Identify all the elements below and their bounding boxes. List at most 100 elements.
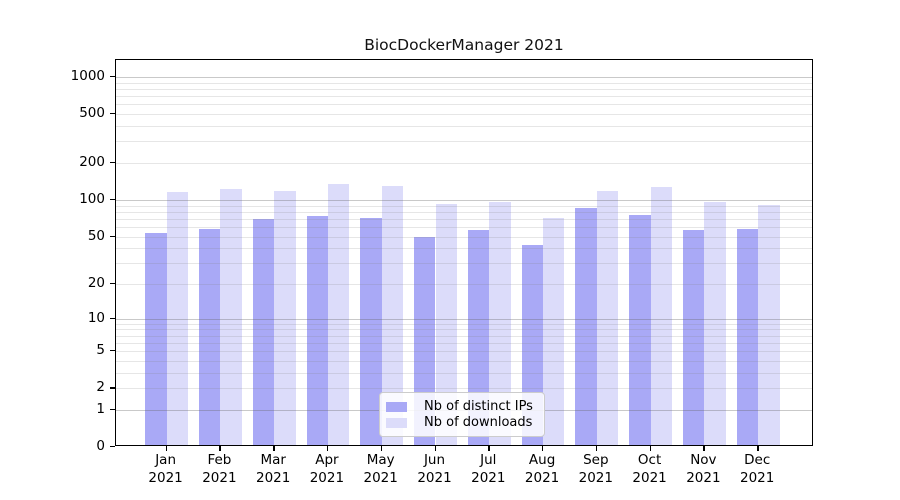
bar-downloads-jun <box>435 203 457 445</box>
gridline-minor <box>116 263 812 265</box>
y-tick-mark <box>110 198 115 201</box>
gridline-minor <box>116 248 812 250</box>
gridline-minor <box>116 205 812 207</box>
bar-downloads-dec <box>758 204 780 445</box>
x-axis-tick-label: Jul 2021 <box>456 452 520 487</box>
x-axis-tick-year: 2021 <box>202 469 237 486</box>
x-tick-mark <box>273 446 275 451</box>
x-axis-tick-year: 2021 <box>578 469 613 486</box>
bar-distinct-ips-oct <box>629 215 651 445</box>
gridline-minor <box>116 141 812 143</box>
gridline-minor <box>116 126 812 127</box>
gridline-minor <box>116 342 812 344</box>
gridline-minor <box>116 351 812 353</box>
legend-swatch-distinct-ips <box>386 401 407 412</box>
bar-downloads-jul <box>489 202 511 445</box>
gridline-major <box>116 77 812 79</box>
x-axis-tick-year: 2021 <box>417 469 452 486</box>
x-tick-mark <box>595 446 598 451</box>
y-axis-tick-label: 10 <box>87 309 105 326</box>
bar-downloads-oct <box>650 186 672 445</box>
gridline-minor <box>116 211 812 213</box>
y-axis-tick-label: 100 <box>79 190 105 207</box>
y-axis-tick-label: 1000 <box>70 68 105 84</box>
y-tick-mark <box>110 283 115 285</box>
gridline-minor <box>116 372 812 374</box>
gridline-minor <box>116 335 812 337</box>
bar-downloads-nov <box>704 202 726 445</box>
x-axis-tick-label: Nov 2021 <box>671 452 735 487</box>
gridline-minor <box>116 89 812 90</box>
x-tick-mark <box>542 446 544 451</box>
y-tick-mark <box>110 113 115 115</box>
x-axis-tick-label: Sep 2021 <box>564 452 628 487</box>
gridline-minor <box>116 114 812 116</box>
x-axis-tick-year: 2021 <box>309 469 345 486</box>
gridline-minor <box>116 284 812 285</box>
x-axis-tick-year: 2021 <box>471 469 506 486</box>
y-axis-tick-label: 5 <box>96 342 105 359</box>
bar-downloads-sep <box>596 190 619 445</box>
y-axis-tick-label: 50 <box>87 227 105 244</box>
y-tick-mark <box>110 446 115 448</box>
x-tick-mark <box>219 446 221 451</box>
bar-distinct-ips-may <box>360 218 382 445</box>
legend: Nb of distinct IPs Nb of downloads <box>379 392 545 437</box>
legend-item-downloads: Nb of downloads <box>386 415 538 430</box>
legend-swatch-downloads <box>386 417 407 428</box>
gridline-major <box>116 318 812 320</box>
bar-distinct-ips-jan <box>145 233 167 445</box>
bar-distinct-ips-apr <box>306 216 328 445</box>
x-tick-mark <box>649 446 651 451</box>
x-tick-mark <box>488 446 490 451</box>
bar-downloads-mar <box>274 190 296 445</box>
x-axis-tick-year: 2021 <box>148 469 183 486</box>
plot-area <box>115 59 813 446</box>
y-axis-tick-label: 500 <box>79 105 105 122</box>
bar-distinct-ips-mar <box>252 219 275 445</box>
y-axis-tick-label: 200 <box>79 154 105 170</box>
gridline-major <box>116 199 812 202</box>
x-axis-tick-year: 2021 <box>363 469 398 486</box>
y-axis-tick-label: 2 <box>96 379 105 396</box>
x-tick-mark <box>380 446 383 451</box>
gridline-minor <box>116 96 812 98</box>
x-axis-tick-label: May 2021 <box>349 452 413 487</box>
x-tick-mark <box>703 446 705 451</box>
gridline-minor <box>116 329 812 331</box>
gridline-minor <box>116 360 812 362</box>
bar-downloads-may <box>381 186 404 445</box>
gridline-minor <box>116 323 812 325</box>
y-tick-mark <box>110 235 115 237</box>
bar-distinct-ips-nov <box>683 230 705 445</box>
x-axis-tick-year: 2021 <box>686 469 721 486</box>
y-axis-tick-label: 0 <box>96 438 105 454</box>
bar-downloads-aug <box>543 218 565 445</box>
x-axis-tick-year: 2021 <box>256 469 291 486</box>
chart-title: BiocDockerManager 2021 <box>364 36 564 54</box>
x-axis-tick-label: Jan 2021 <box>134 452 198 487</box>
gridline-minor <box>116 236 812 238</box>
bar-distinct-ips-sep <box>575 208 597 445</box>
gridline-minor <box>116 163 812 164</box>
y-axis-tick-label: 1 <box>96 400 105 417</box>
y-tick-mark <box>110 387 115 389</box>
gridline-minor <box>116 388 812 390</box>
x-axis-tick-label: Jun 2021 <box>403 452 467 487</box>
x-axis-tick-label: Mar 2021 <box>241 452 305 487</box>
y-axis-tick-label: 20 <box>87 275 105 291</box>
x-axis-tick-label: Dec 2021 <box>725 452 789 487</box>
x-axis-tick-year: 2021 <box>740 469 775 486</box>
legend-label-distinct-ips: Nb of distinct IPs <box>424 399 533 414</box>
gridline-minor <box>116 104 812 106</box>
x-axis-tick-label: Feb 2021 <box>187 452 251 487</box>
legend-label-downloads: Nb of downloads <box>424 415 533 430</box>
y-tick-mark <box>110 408 115 411</box>
gridline-minor <box>116 218 812 220</box>
gridline-minor <box>116 82 812 84</box>
bar-downloads-feb <box>220 189 242 445</box>
x-axis-tick-label: Aug 2021 <box>510 452 574 487</box>
x-axis-tick-label: Oct 2021 <box>618 452 682 487</box>
x-tick-mark <box>165 446 167 451</box>
